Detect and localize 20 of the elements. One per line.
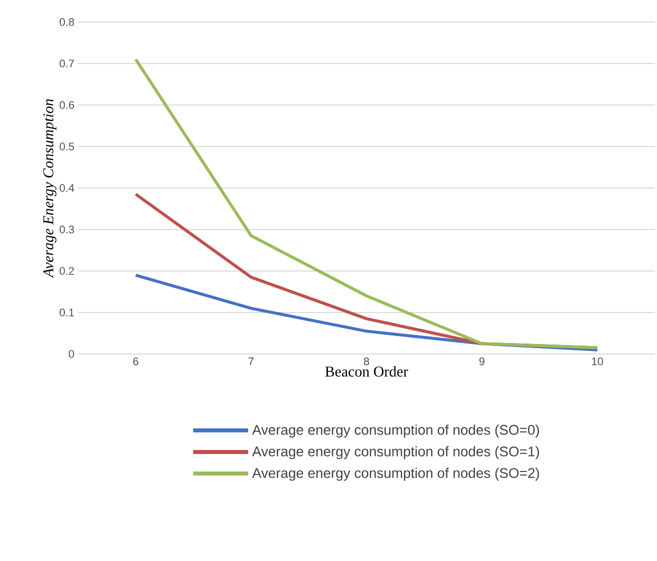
y-tick-label: 0.6: [60, 101, 74, 109]
y-tick-label: 0.7: [60, 60, 74, 68]
legend-label: Average energy consumption of nodes (SO=1): [252, 446, 539, 460]
x-tick-label: 10: [592, 358, 603, 366]
x-tick-label: 7: [248, 358, 254, 366]
y-tick-label: 0.2: [60, 267, 74, 275]
legend-label: Average energy consumption of nodes (SO=0): [252, 424, 539, 438]
line-series: [134, 58, 599, 350]
x-tick-label: 6: [133, 358, 138, 366]
x-axis-title: Beacon Order: [325, 366, 408, 377]
x-tick-label: 9: [479, 358, 484, 366]
y-tick-label: 0.4: [60, 184, 74, 192]
legend-label: Average energy consumption of nodes (SO=2): [252, 468, 539, 481]
y-tick-label: 0.1: [60, 308, 74, 316]
y-tick-label: 0.5: [60, 142, 74, 150]
y-tick-label: 0: [68, 350, 74, 358]
y-tick-label: 0.8: [60, 18, 74, 26]
x-tick-label: 8: [364, 358, 370, 366]
y-axis-title: Average Energy Consumption: [43, 99, 56, 278]
y-tick-label: 0.3: [60, 226, 74, 234]
